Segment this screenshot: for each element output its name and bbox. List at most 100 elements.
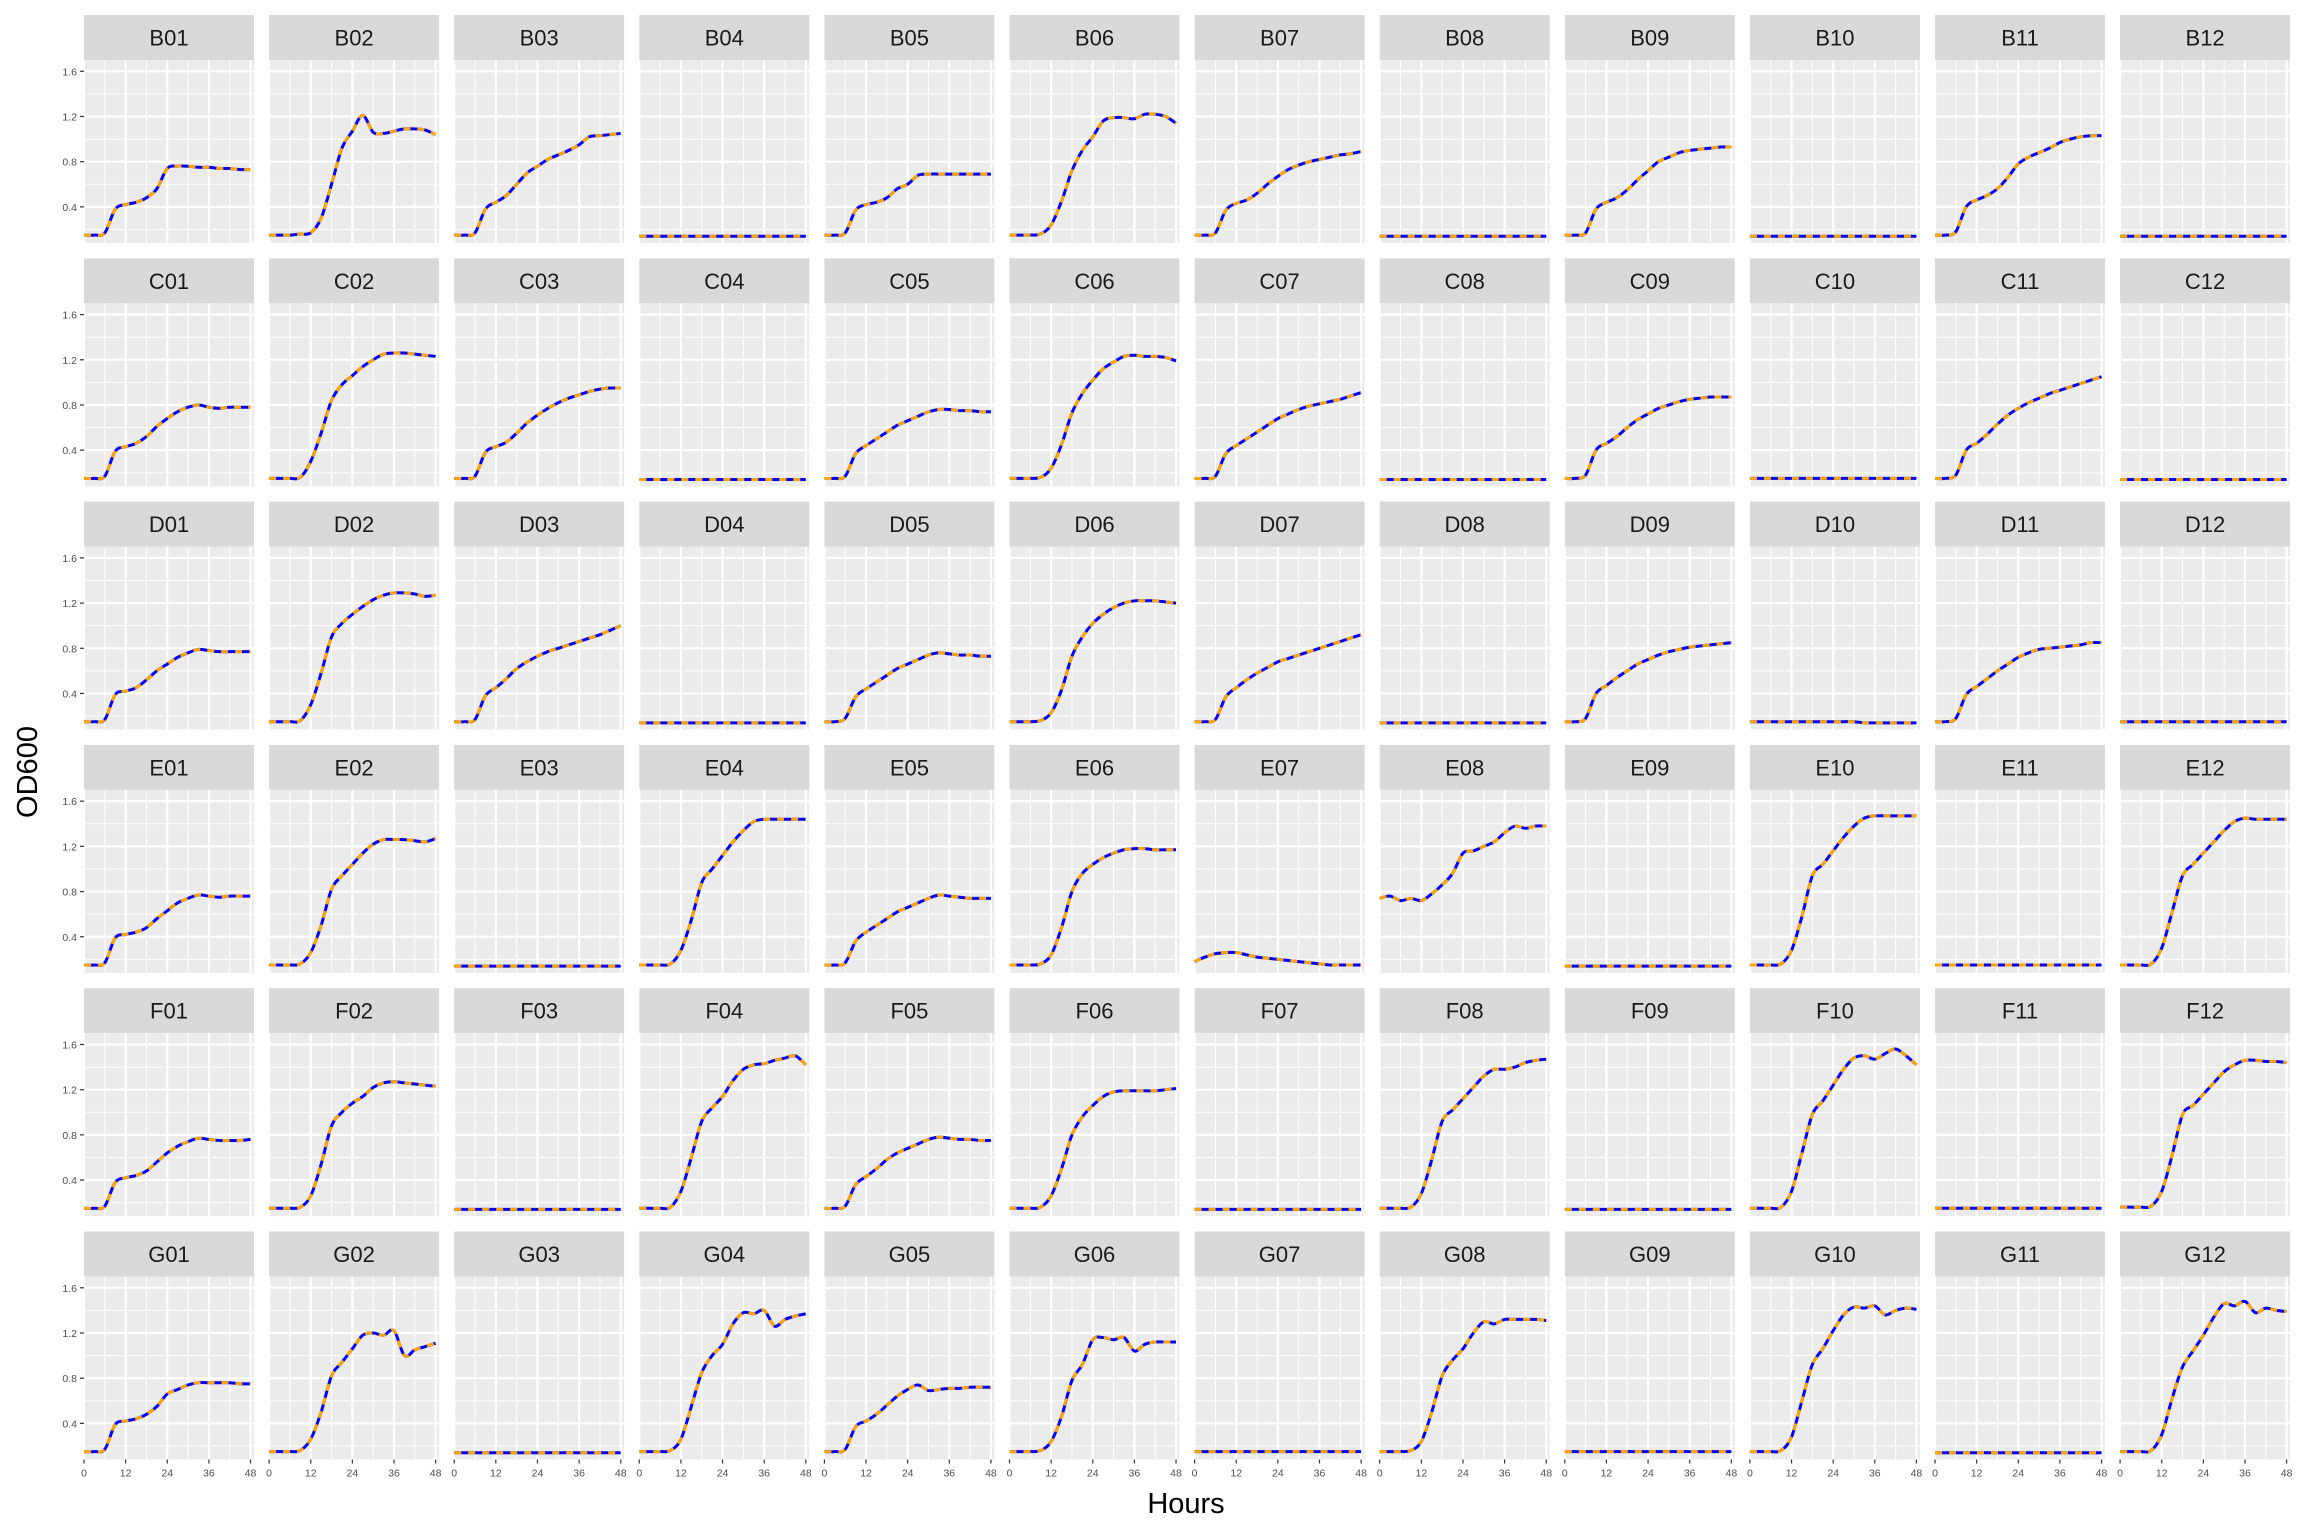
panel-background-F07 (1194, 1033, 1365, 1217)
panel-E07: E07 (1193, 744, 1365, 973)
x-tick-label: 48 (2281, 1468, 2293, 1480)
panel-D09: D09 (1563, 501, 1735, 730)
strip-label-B03: B03 (520, 26, 559, 51)
strip-label-G05: G05 (889, 1242, 931, 1267)
x-tick-label: 0 (81, 1468, 87, 1480)
strip-F10 (1749, 988, 1920, 1034)
x-axes: 0 12 24 36 48 0 12 24 36 48 0 12 24 36 48 0 12 24 36 48 0 12 2… (81, 1459, 2293, 1480)
strip-label-B05: B05 (890, 26, 929, 51)
panel-F07: F07 (1193, 988, 1365, 1217)
strip-label-B08: B08 (1445, 26, 1484, 51)
x-tick-label: 0 (636, 1468, 642, 1480)
strip-label-D01: D01 (149, 512, 189, 537)
panel-background-D05 (824, 546, 995, 730)
y-tick-label: 0.4 (62, 932, 77, 944)
strip-B07 (1194, 15, 1365, 60)
panel-background-C05 (824, 303, 995, 487)
panel-background-D03 (454, 546, 625, 730)
series-line-dashed-C09 (1564, 395, 1732, 481)
panel-background-D04 (639, 546, 810, 730)
strip-label-E10: E10 (1815, 755, 1854, 780)
panel-B07: B07 (1193, 15, 1365, 243)
y-tick-label: 0.8 (62, 1130, 77, 1142)
strip-label-E02: E02 (335, 755, 374, 780)
x-tick-label: 0 (1562, 1468, 1568, 1480)
strip-F03 (454, 988, 625, 1034)
strip-label-F06: F06 (1076, 999, 1114, 1024)
strip-E11 (1935, 744, 2105, 790)
strip-G06 (1009, 1231, 1180, 1277)
strip-label-F11: F11 (2002, 999, 2038, 1024)
strip-G05 (824, 1231, 995, 1277)
x-tick-label: 12 (1601, 1468, 1613, 1480)
strip-C07 (1194, 258, 1365, 304)
x-tick-label: 12 (1230, 1468, 1242, 1480)
x-tick-label: 12 (675, 1468, 687, 1480)
strip-B10 (1749, 15, 1920, 60)
strip-E07 (1194, 744, 1365, 790)
panel-G11: G11 (1933, 1231, 2105, 1460)
strip-label-G08: G08 (1444, 1242, 1486, 1267)
panel-background-E07 (1194, 789, 1365, 973)
strip-label-C08: C08 (1445, 269, 1485, 294)
series-line-dashed-G04 (639, 1308, 807, 1454)
strip-label-F12: F12 (2186, 999, 2224, 1024)
strip-label-C11: C11 (2001, 269, 2040, 294)
strip-label-E04: E04 (705, 755, 744, 780)
panel-background-D06 (1009, 546, 1180, 730)
panel-F12: F12 (2119, 988, 2291, 1217)
series-line-dashed-G01 (83, 1381, 251, 1454)
y-tick-label: 1.2 (62, 841, 77, 853)
x-tick-label: 12 (305, 1468, 317, 1480)
panel-D11: D11 (1933, 501, 2105, 730)
x-tick-label: 0 (1192, 1468, 1198, 1480)
strip-label-D11: D11 (2001, 512, 2040, 537)
panel-B08: B08 (1378, 15, 1550, 243)
x-tick-label: 48 (430, 1468, 442, 1480)
panel-F02: F02 (268, 988, 440, 1217)
strip-F09 (1564, 988, 1735, 1034)
panel-C02: C02 (268, 258, 440, 487)
panel-background-C10 (1749, 303, 1920, 487)
x-tick-label: 24 (1642, 1468, 1654, 1480)
panel-G07: G07 (1193, 1231, 1365, 1460)
strip-label-B07: B07 (1260, 26, 1299, 51)
strip-label-F08: F08 (1446, 999, 1484, 1024)
y-tick-label: 1.2 (62, 1328, 77, 1340)
series-line-solid-C07 (1194, 391, 1362, 481)
strip-F11 (1935, 988, 2105, 1034)
strip-E05 (824, 744, 995, 790)
panel-background-G09 (1564, 1276, 1735, 1460)
panel-background-F10 (1749, 1033, 1920, 1217)
series-line-dashed-E06 (1009, 846, 1177, 967)
strip-label-F02: F02 (335, 999, 373, 1024)
strip-label-F03: F03 (520, 999, 558, 1024)
strip-label-D09: D09 (1630, 512, 1670, 537)
panel-F03: F03 (453, 988, 625, 1217)
series-line-dashed-B01 (83, 164, 251, 237)
x-tick-label: 48 (1540, 1468, 1552, 1480)
series-line-dashed-B06 (1009, 112, 1177, 237)
panel-background-G11 (1935, 1276, 2105, 1460)
panel-D05: D05 (823, 501, 995, 730)
strip-F12 (2120, 988, 2291, 1034)
x-tick-label: 36 (388, 1468, 400, 1480)
panel-background-C12 (2120, 303, 2291, 487)
panel-background-D02 (269, 546, 440, 730)
strip-B11 (1935, 15, 2105, 60)
x-tick-label: 36 (758, 1468, 770, 1480)
panel-F09: F09 (1563, 988, 1735, 1217)
panel-background-C03 (454, 303, 625, 487)
x-tick-label: 24 (1272, 1468, 1284, 1480)
strip-E02 (269, 744, 440, 790)
panel-background-F04 (639, 1033, 810, 1217)
x-tick-label: 36 (573, 1468, 585, 1480)
panel-background-B08 (1379, 60, 1550, 243)
y-tick-label: 0.4 (62, 445, 77, 457)
panel-B03: B03 (453, 15, 625, 243)
x-tick-label: 24 (1827, 1468, 1839, 1480)
panel-E01: E01 (82, 744, 254, 973)
panel-background-G04 (639, 1276, 810, 1460)
strip-label-E05: E05 (890, 755, 929, 780)
x-tick-label: 36 (1129, 1468, 1141, 1480)
